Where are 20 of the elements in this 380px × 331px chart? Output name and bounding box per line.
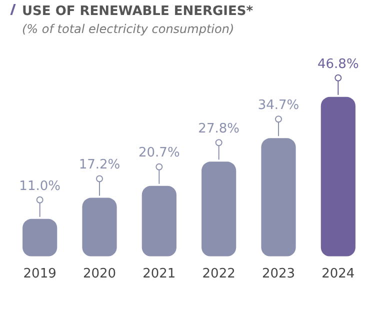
x-tick-label: 2023 (262, 266, 296, 282)
data-label: 17.2% (78, 158, 120, 173)
bar (82, 198, 117, 256)
bar (142, 186, 176, 256)
bar (261, 138, 296, 256)
x-tick-label: 2021 (142, 266, 176, 282)
chart-subtitle: (% of total electricity consumption) (22, 22, 234, 36)
data-label: 46.8% (318, 56, 359, 72)
data-label: 11.0% (19, 178, 60, 194)
x-tick-label: 2024 (322, 266, 355, 282)
bar (202, 162, 236, 256)
chart-title: USE OF RENEWABLE ENERGIES* (22, 4, 254, 19)
x-tick-label: 2020 (82, 266, 116, 282)
x-tick-label: 2019 (23, 266, 56, 282)
bar (320, 96, 356, 256)
data-label: 34.7% (258, 98, 300, 114)
x-tick-label: 2022 (202, 266, 236, 282)
data-label: 20.7% (138, 146, 180, 161)
data-label: 27.8% (198, 122, 240, 137)
bar (22, 218, 58, 256)
